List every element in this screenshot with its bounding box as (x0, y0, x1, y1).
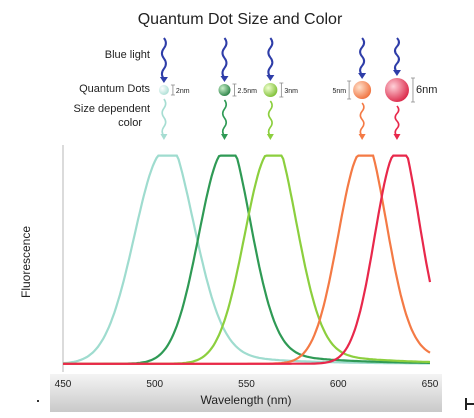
emission-curve-3 (63, 154, 431, 365)
size-bracket (279, 82, 284, 98)
blue-light-arrow (359, 37, 366, 76)
blue-light-arrow (267, 37, 274, 78)
emission-curve-0 (62, 154, 430, 365)
x-axis-label: Wavelength (nm) (201, 393, 292, 407)
x-tick-label: 450 (55, 379, 72, 390)
x-ticks-layer: 450 500 550 600 650 (55, 379, 439, 390)
color-label: color (118, 117, 142, 129)
emission-curve-4 (63, 154, 432, 365)
blue-light-arrow (393, 37, 400, 73)
curves-layer (62, 154, 432, 365)
dot-size-label: 5nm (332, 88, 346, 95)
quantum-dot (263, 83, 278, 97)
dot-size-label: 2.5nm (237, 88, 257, 95)
emission-arrow (267, 100, 273, 137)
x-tick-label: 500 (146, 379, 163, 390)
x-tick-label: 550 (238, 379, 255, 390)
emission-arrow (394, 105, 400, 137)
blue-light-arrowhead (358, 73, 367, 79)
emission-arrowhead (266, 134, 274, 140)
blue-light-arrowhead (159, 77, 168, 83)
emission-arrow (221, 99, 228, 137)
x-tick-label: 600 (330, 379, 347, 390)
blue-light-arrow (160, 37, 167, 80)
blue-light-arrowhead (266, 75, 275, 81)
left-edge-mark (37, 400, 39, 402)
blue-light-arrowhead (392, 70, 401, 76)
emission-arrowhead (393, 134, 401, 140)
size-bracket (232, 83, 237, 97)
emission-curve-2 (63, 154, 431, 365)
x-axis-bar (50, 374, 442, 412)
emission-curve-1 (63, 154, 430, 365)
diagram-title: Quantum Dot Size and Color (138, 11, 343, 28)
emission-arrow (161, 98, 167, 137)
size-bracket (347, 80, 352, 100)
quantum-dot (353, 81, 372, 99)
dot-size-label: 6nm (416, 84, 437, 96)
right-edge-mark (465, 398, 474, 410)
dot-size-label: 3nm (284, 88, 298, 95)
emission-arrow (359, 102, 365, 137)
quantum-dot (218, 84, 231, 96)
emission-arrowhead (358, 134, 366, 140)
size-dependent-label: Size dependent (74, 103, 150, 115)
quantum-dot (158, 85, 169, 95)
dots-layer: 2nm 2.5nm 3nm 5nm 6nm (158, 37, 437, 140)
y-axis-label: Fluorescence (19, 226, 33, 298)
quantum-dots-label: Quantum Dots (79, 83, 150, 95)
size-bracket (170, 84, 175, 96)
quantum-dot (384, 78, 409, 102)
emission-arrowhead (160, 134, 168, 140)
emission-arrowhead (220, 134, 228, 140)
dot-size-label: 2nm (176, 88, 190, 95)
size-bracket (410, 77, 415, 103)
blue-light-label: Blue light (105, 49, 150, 61)
blue-light-arrowhead (220, 76, 229, 82)
blue-light-arrow (221, 37, 228, 79)
x-tick-label: 650 (422, 379, 439, 390)
